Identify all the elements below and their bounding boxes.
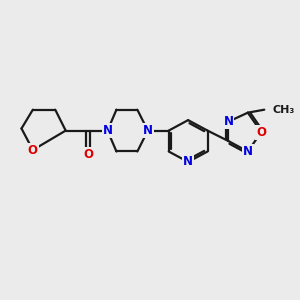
Text: N: N <box>143 124 153 137</box>
Text: N: N <box>103 124 112 137</box>
Text: O: O <box>28 143 38 157</box>
Text: N: N <box>224 115 233 128</box>
Text: N: N <box>183 155 193 168</box>
Text: O: O <box>256 126 266 139</box>
Text: CH₃: CH₃ <box>273 105 295 115</box>
Text: O: O <box>83 148 93 161</box>
Text: N: N <box>243 145 253 158</box>
